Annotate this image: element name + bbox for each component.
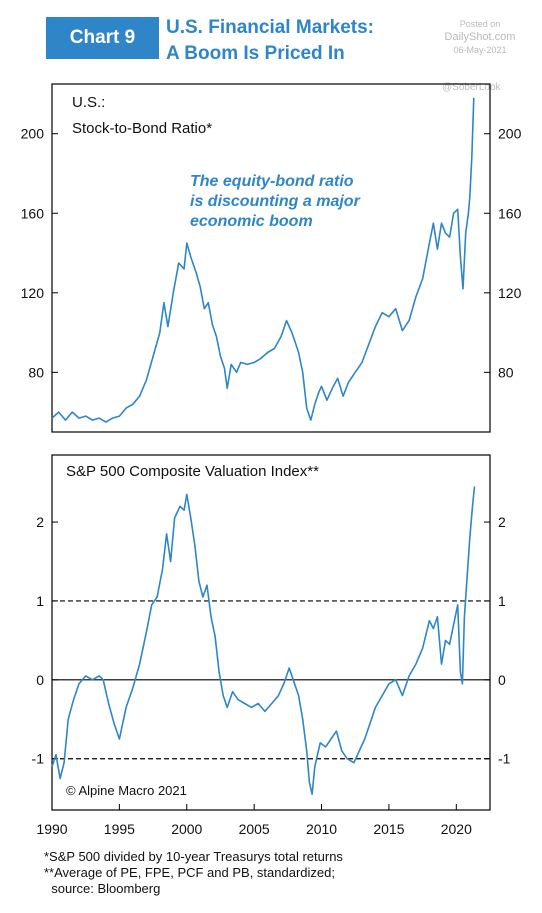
panel1-ytick-label-left-2: 160 (21, 205, 45, 221)
panel2-xtick-label-2: 2000 (171, 821, 202, 837)
panel2-ytick-label-right-0: -1 (498, 751, 511, 767)
panel1-annotation-line-1: The equity-bond ratio (190, 173, 354, 190)
panel2-xtick-label-5: 2015 (373, 821, 404, 837)
panel1-ytick-label-left-1: 120 (21, 285, 45, 301)
panel1-subtitle: Stock-to-Bond Ratio* (72, 120, 212, 137)
panel2-ytick-label-left-1: 0 (36, 672, 44, 688)
panel2-xtick-label-3: 2005 (239, 821, 270, 837)
footnote-2: **Average of PE, FPE, PCF and PB, standa… (44, 865, 335, 880)
panel1-ytick-label-left-3: 200 (21, 126, 45, 142)
footnote-3: source: Bloomberg (44, 881, 161, 896)
panel1-frame (51, 83, 491, 433)
panel2-ytick-label-left-0: -1 (32, 751, 45, 767)
panel2-ytick-label-right-2: 1 (498, 593, 506, 609)
panel2-credit: © Alpine Macro 2021 (66, 783, 187, 798)
panel2-xtick-label-4: 2010 (306, 821, 337, 837)
panel1-ytick-label-right-0: 80 (498, 364, 514, 380)
panel2-xtick-label-1: 1995 (104, 821, 135, 837)
panel2-ytick-label-left-2: 1 (36, 593, 44, 609)
posted-site: DailyShot.com (444, 31, 516, 43)
panel1-annotation-line-2: is discounting a major (190, 193, 361, 210)
panel2-ytick-label-left-3: 2 (36, 514, 44, 530)
panel1-annotation-line-3: economic boom (190, 213, 313, 230)
chart-title-line2: A Boom Is Priced In (166, 43, 345, 64)
footnotes: *S&P 500 divided by 10-year Treasurys to… (44, 849, 343, 897)
panel1-series-line (51, 97, 475, 423)
posted-on-label: Posted on (459, 19, 501, 29)
panel2-xtick-label-6: 2020 (441, 821, 472, 837)
panel1-ytick-label-right-1: 120 (498, 285, 522, 301)
chart-title-line1: U.S. Financial Markets: (166, 17, 375, 38)
panel2-ytick-label-right-3: 2 (498, 514, 506, 530)
watermark: @SoberLook (442, 82, 501, 93)
panel2-title: S&P 500 Composite Valuation Index** (66, 463, 319, 480)
panel2-series-line (51, 486, 476, 795)
chart-title: U.S. Financial Markets: A Boom Is Priced… (166, 15, 374, 67)
panel1-ytick-label-right-3: 200 (498, 126, 522, 142)
panel2-frame (51, 454, 491, 811)
footnote-1: *S&P 500 divided by 10-year Treasurys to… (44, 849, 343, 864)
chart-number-badge: Chart 9 (46, 17, 159, 59)
posted-stamp: Posted on DailyShot.com 06-May-2021 (430, 18, 530, 57)
posted-date: 06-May-2021 (453, 45, 507, 55)
panel1-title: U.S.: (72, 94, 105, 111)
panel1-ytick-label-left-0: 80 (28, 364, 44, 380)
panel2-ytick-label-right-1: 0 (498, 672, 506, 688)
panel1-ytick-label-right-2: 160 (498, 205, 522, 221)
panel2-xtick-label-0: 1990 (36, 821, 67, 837)
